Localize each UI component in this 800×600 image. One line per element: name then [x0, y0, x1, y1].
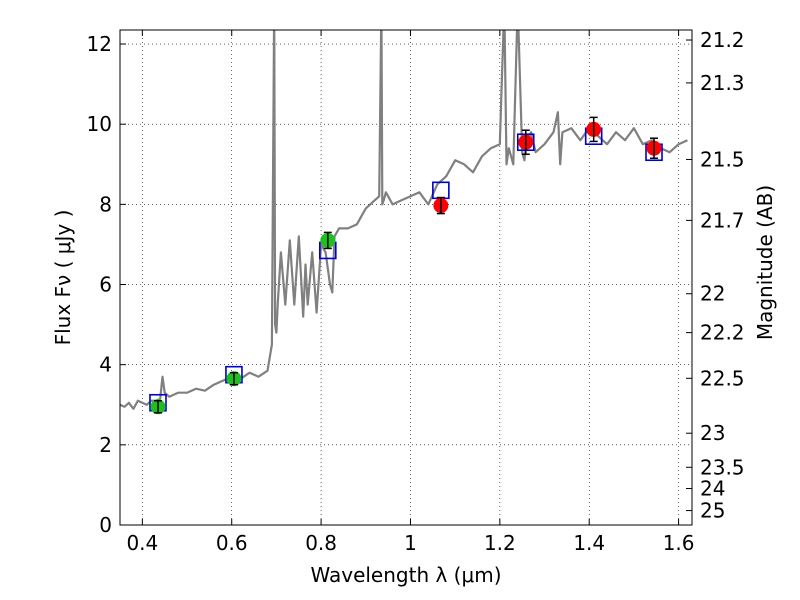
y-tick-label: 6: [99, 273, 112, 297]
y2-tick-label: 22.5: [700, 366, 745, 390]
spectrum-layer: [120, 30, 688, 410]
x-tick-label: 1.2: [484, 531, 516, 555]
x-tick-label: 0.8: [305, 531, 337, 555]
y-tick-label: 10: [87, 112, 112, 136]
x-tick-label: 1: [404, 531, 417, 555]
y2-tick-label: 24: [700, 477, 725, 501]
markers-layer: [149, 116, 663, 415]
y2-tick-label: 21.5: [700, 147, 745, 171]
y2-tick-label: 22: [700, 282, 725, 306]
x-tick-label: 1.6: [663, 531, 695, 555]
y2-tick-label: 23: [700, 421, 725, 445]
y-tick-label: 0: [99, 513, 112, 537]
spectrum-line: [120, 30, 688, 410]
y-tick-label: 12: [87, 32, 112, 56]
plot-frame: [119, 29, 693, 526]
y-tick-label: 8: [99, 192, 112, 216]
x-tick-label: 0.6: [216, 531, 248, 555]
y2-tick-label: 22.2: [700, 321, 745, 345]
y-tick-label: 4: [99, 353, 112, 377]
y2-tick-label: 21.2: [700, 28, 745, 52]
x-tick-label: 0.4: [126, 531, 158, 555]
y2-tick-label: 21.7: [700, 208, 745, 232]
y2-tick-label: 21.3: [700, 71, 745, 95]
y-axis-label: Flux Fν ( μJy ): [51, 210, 75, 346]
x-tick-label: 1.4: [573, 531, 605, 555]
ticks-layer: [120, 30, 692, 526]
y2-axis-label: Magnitude (AB): [753, 185, 777, 340]
x-axis-label: Wavelength λ (μm): [310, 563, 501, 587]
y2-tick-label: 25: [700, 499, 725, 523]
y-tick-label: 2: [99, 433, 112, 457]
y2-tick-label: 23.5: [700, 455, 745, 479]
